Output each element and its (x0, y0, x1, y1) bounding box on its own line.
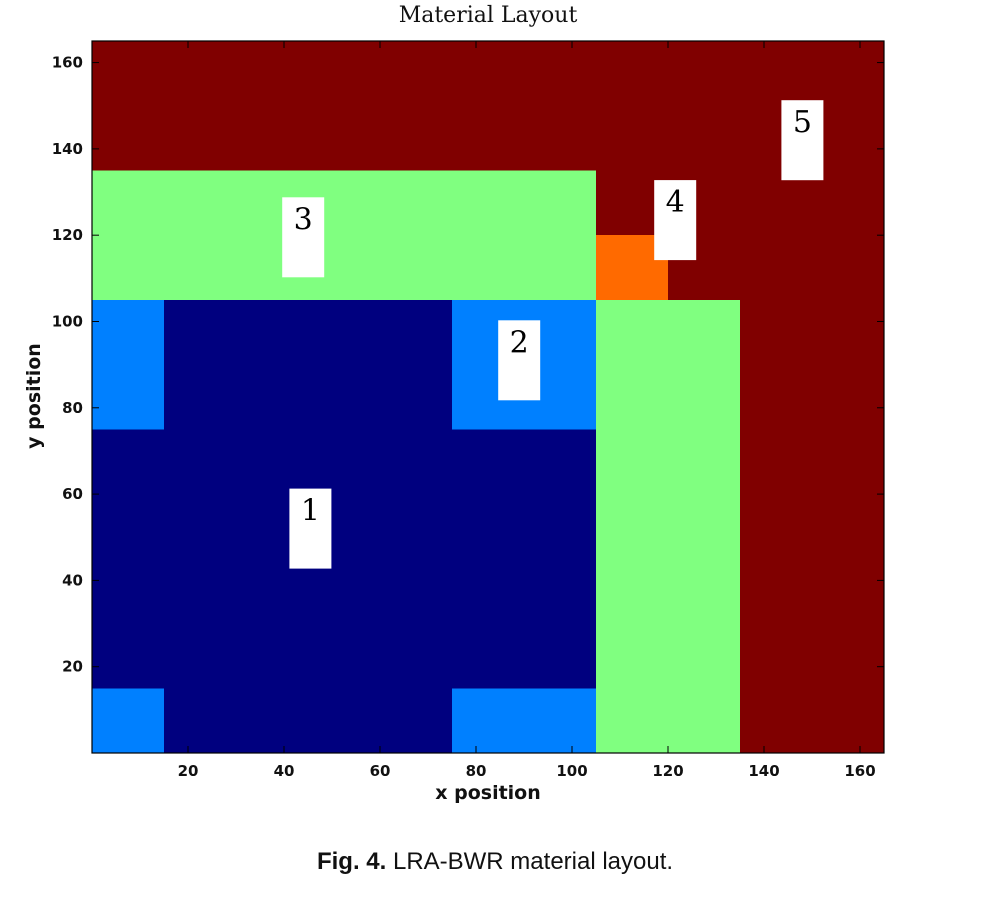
y-tick-label: 140 (52, 140, 83, 158)
region-label-1: 1 (289, 488, 332, 569)
material-2-region (452, 688, 596, 753)
axis-ticks: 20 40 60 80 100 120 140 160 20 40 60 80 100 120 140 160 (52, 41, 884, 780)
caption-text: LRA-BWR material layout. (386, 848, 674, 875)
region-label-box (654, 180, 697, 261)
y-tick-label: 80 (62, 399, 83, 417)
region-label-box (282, 197, 325, 278)
plot-frame (91, 40, 885, 754)
y-tick-label: 100 (52, 312, 83, 330)
y-tick-label: 120 (52, 226, 83, 244)
region-label-3: 3 (282, 197, 325, 278)
material-regions (92, 41, 884, 753)
region-label-number: 2 (510, 325, 529, 360)
x-tick-label: 60 (370, 762, 391, 780)
material-3-region (92, 170, 596, 300)
figure-caption: Fig. 4. LRA-BWR material layout. (0, 848, 990, 876)
material-2-region (92, 299, 164, 430)
region-label-number: 5 (793, 105, 812, 140)
material-2-region (92, 688, 164, 753)
region-label-5: 5 (781, 100, 824, 181)
y-tick-label: 20 (62, 658, 83, 676)
y-tick-label: 40 (62, 571, 83, 589)
region-label-box (781, 100, 824, 181)
caption-label: Fig. 4. (316, 848, 387, 875)
x-tick-label: 40 (274, 762, 295, 780)
x-tick-label: 160 (844, 762, 875, 780)
material-3-region (596, 299, 740, 753)
x-tick-label: 140 (748, 762, 779, 780)
x-tick-label: 80 (466, 762, 487, 780)
region-label-number: 4 (666, 185, 685, 220)
region-label-2: 2 (498, 320, 541, 401)
x-tick-label: 120 (652, 762, 683, 780)
region-label-box (498, 320, 541, 401)
chart-title: Material Layout (399, 3, 578, 28)
region-label-number: 3 (294, 202, 313, 237)
region-label-box (289, 488, 332, 569)
x-tick-label: 100 (556, 762, 587, 780)
region-label-number: 1 (301, 494, 320, 529)
y-axis-label: y position (23, 343, 45, 449)
y-tick-label: 60 (62, 485, 83, 503)
region-labels: 1 2 3 4 5 (282, 100, 824, 569)
x-axis-label: x position (435, 782, 541, 804)
y-tick-label: 160 (52, 54, 83, 72)
x-tick-label: 20 (178, 762, 199, 780)
region-label-4: 4 (654, 180, 697, 261)
